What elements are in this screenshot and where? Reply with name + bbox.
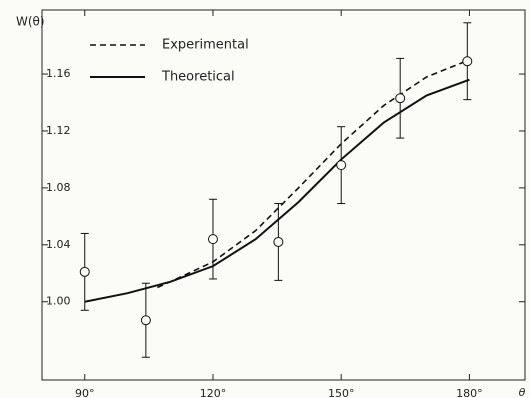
data-point [273,236,284,247]
y-axis-label: W(θ) [16,15,45,29]
data-point [336,160,347,171]
x-tick-label: 180° [456,387,483,398]
x-tick-label: 120° [200,387,227,398]
y-tick-label: 1.04 [46,238,71,251]
data-point [79,266,90,277]
data-point [462,56,473,67]
legend-label: Experimental [162,38,249,53]
data-point [140,315,151,326]
legend-label: Theoretical [161,70,235,85]
y-tick-label: 1.08 [46,181,71,194]
plot-frame [41,9,526,381]
data-point [207,234,218,245]
series-line [157,59,470,289]
y-tick-label: 1.12 [46,124,71,137]
y-tick-label: 1.16 [46,67,71,80]
x-tick-label: 150° [328,387,355,398]
data-point [395,93,406,104]
x-tick-label: 90° [75,387,95,398]
y-tick-label: 1.00 [46,295,71,308]
x-axis-label: θ [519,386,526,398]
series-line [84,78,470,303]
